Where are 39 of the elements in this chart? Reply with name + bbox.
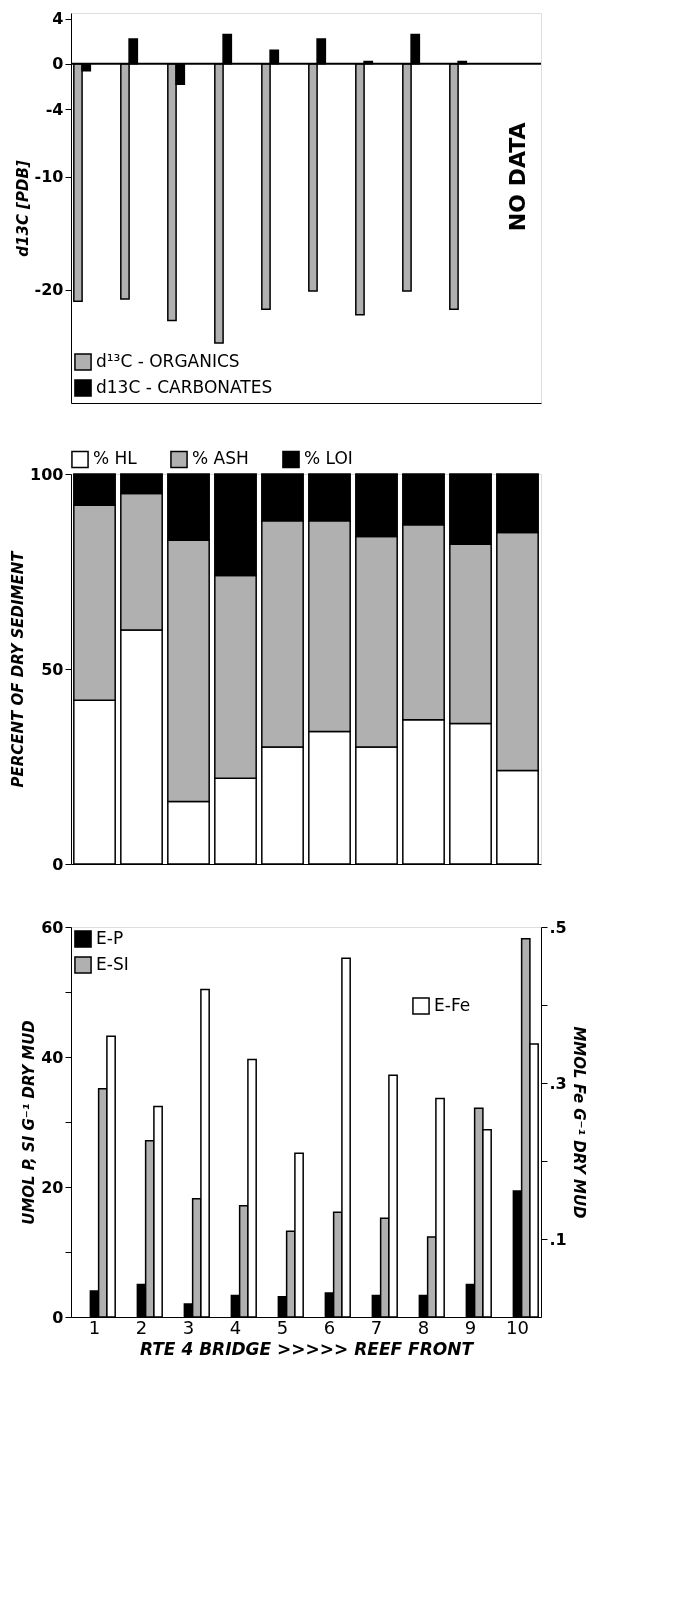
y2-axis-title: MMOL Fe G⁻¹ DRY MUD: [569, 1026, 588, 1219]
y-tick-label: -10: [34, 167, 64, 187]
x-tick-label: 3: [182, 1316, 195, 1338]
y-tick-label: 0: [52, 54, 64, 74]
x-tick-label: 5: [276, 1316, 289, 1338]
x-tick-label: 1: [88, 1316, 101, 1338]
y-axis-title: d13C [PDB]: [13, 160, 32, 257]
y-tick-label: 40: [41, 1047, 64, 1067]
x-tick-label: 10: [506, 1316, 529, 1338]
y-axis-title: PERCENT OF DRY SEDIMENT: [9, 549, 28, 788]
y-tick-label: -4: [45, 99, 64, 119]
legend-label: % HL: [93, 448, 138, 469]
y-tick-label: 100: [30, 464, 64, 484]
y2-tick-label: .5: [549, 917, 567, 937]
y2-tick-label: .3: [549, 1073, 567, 1093]
legend-label: E-P: [96, 928, 124, 948]
y-tick-label: 0: [52, 1307, 64, 1327]
annotation: NO DATA: [504, 122, 530, 232]
x-tick-label: 2: [135, 1316, 148, 1338]
x-tick-label: 6: [323, 1316, 336, 1338]
y-tick-label: 4: [52, 9, 64, 29]
x-tick-label: 8: [417, 1316, 430, 1338]
x-tick-label: 9: [464, 1316, 477, 1338]
y-tick-label: 60: [41, 917, 64, 937]
x-axis-title: RTE 4 BRIDGE >>>>> REEF FRONT: [139, 1338, 475, 1359]
y2-tick-label: .1: [549, 1229, 567, 1249]
y-tick-label: 50: [41, 659, 64, 679]
y-tick-label: 0: [52, 854, 64, 874]
y-tick-label: 20: [41, 1177, 64, 1197]
y-axis-title: UMOL P, SI G⁻¹ DRY MUD: [20, 1020, 39, 1225]
y-tick-label: -20: [34, 280, 64, 300]
legend-label: E-Fe: [434, 995, 471, 1015]
legend-label: d13C - CARBONATES: [96, 377, 273, 397]
x-tick-label: 4: [229, 1316, 242, 1338]
legend-label: E-SI: [96, 954, 129, 974]
legend-label: d¹³C - ORGANICS: [96, 351, 240, 371]
legend-label: % LOI: [304, 448, 353, 469]
x-tick-label: 7: [370, 1316, 383, 1338]
legend-label: % ASH: [192, 448, 249, 469]
